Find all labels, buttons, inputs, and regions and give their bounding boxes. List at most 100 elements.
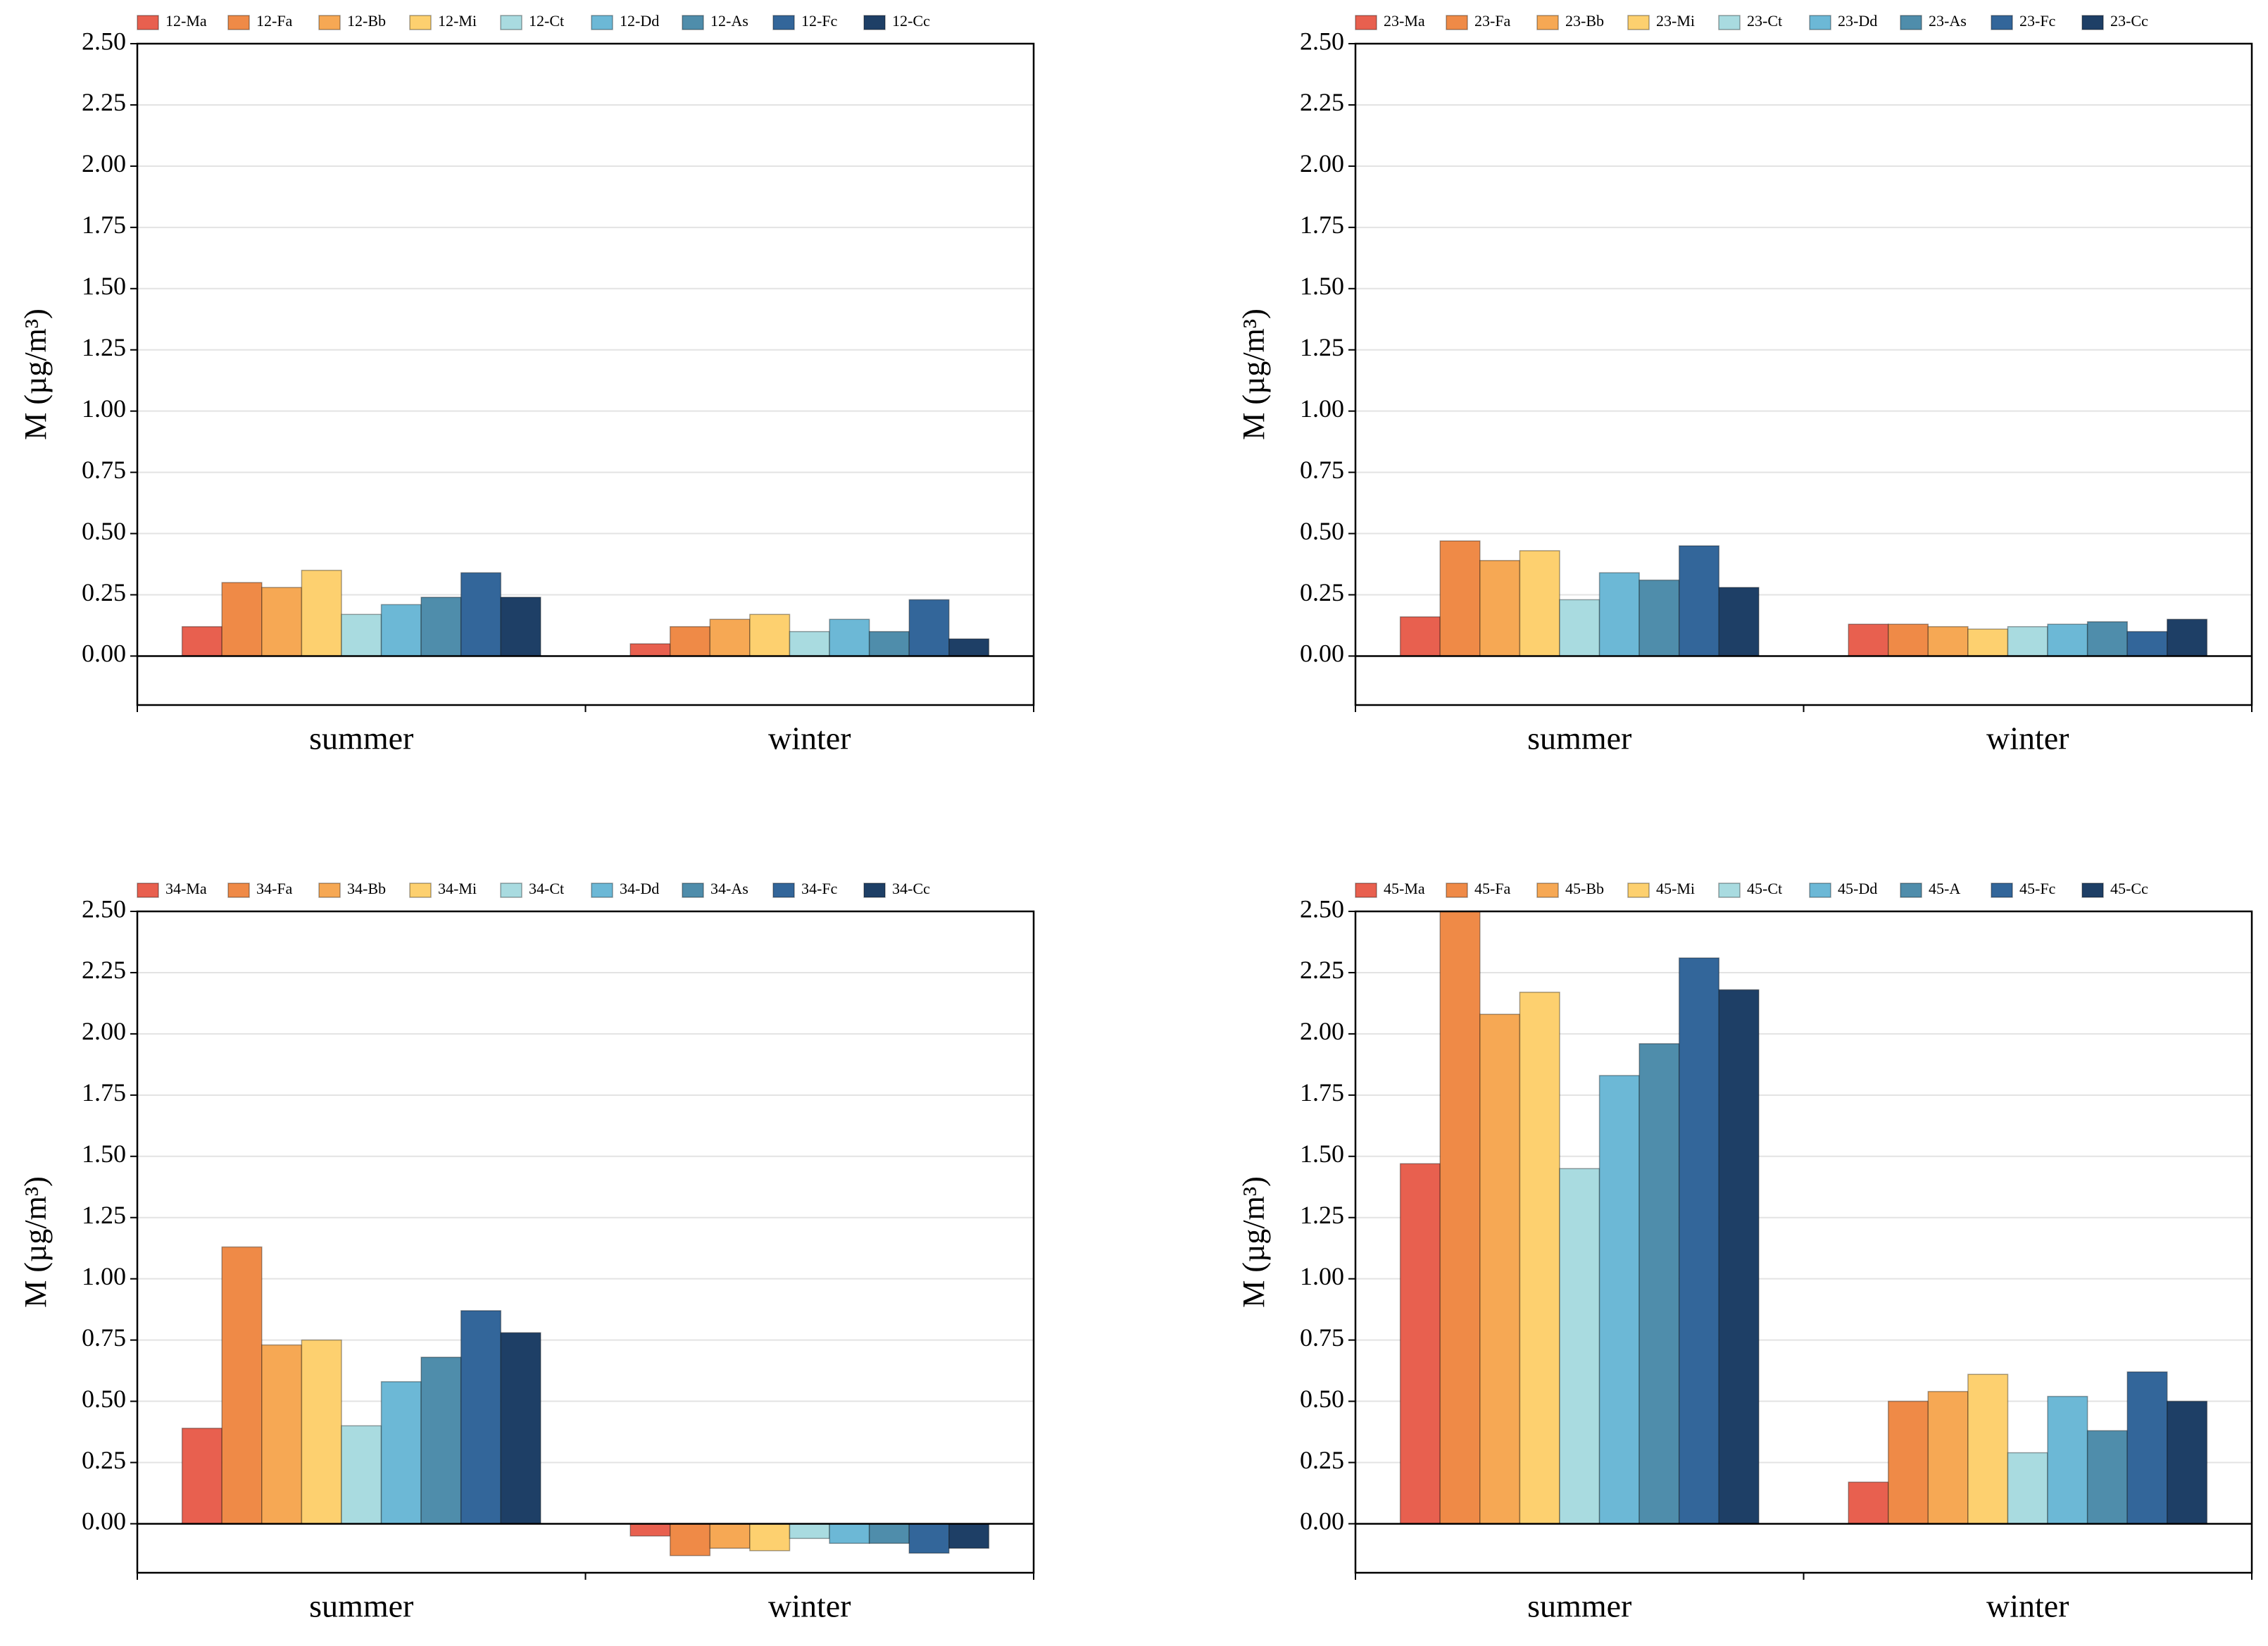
y-tick-label: 0.75 <box>1300 1323 1344 1352</box>
legend-label: 45-Fc <box>2019 880 2056 897</box>
legend-label: 23-Fa <box>1474 12 1511 30</box>
legend-label: 23-Ma <box>1384 12 1425 30</box>
legend-label: 12-Ma <box>165 12 207 30</box>
bar <box>301 569 342 657</box>
bar <box>2047 623 2088 657</box>
legend-swatch <box>318 15 341 30</box>
bar <box>789 630 830 657</box>
legend-swatch <box>1446 15 1468 30</box>
x-tick-label: winter <box>768 721 851 756</box>
y-axis-label: M (µg/m³) <box>18 308 53 439</box>
bar <box>1439 911 1481 1525</box>
legend-label: 45-Mi <box>1656 880 1695 897</box>
bar <box>1678 957 1720 1525</box>
legend-label: 12-As <box>710 12 748 30</box>
bar <box>1718 989 1760 1525</box>
bar <box>1718 587 1760 657</box>
bar <box>2007 1452 2048 1525</box>
legend-swatch <box>409 883 432 898</box>
y-tick-label: 1.00 <box>1300 1262 1344 1290</box>
legend-label: 12-Dd <box>620 12 659 30</box>
bar <box>1399 616 1441 657</box>
bar <box>948 1523 990 1549</box>
legend-label: 34-Ma <box>165 880 207 897</box>
legend-swatch <box>1355 15 1377 30</box>
legend-swatch <box>1991 883 2013 898</box>
bar <box>1559 599 1600 657</box>
bar <box>380 604 422 657</box>
legend-label: 23-As <box>1929 12 1967 30</box>
bar <box>261 1344 303 1525</box>
y-tick-label: 2.25 <box>82 956 126 984</box>
bar <box>1927 625 1969 657</box>
y-tick-label: 1.25 <box>82 333 126 361</box>
plot-frame <box>1354 910 2253 1574</box>
legend-label: 34-Dd <box>620 880 659 897</box>
y-tick-label: 1.25 <box>1300 1201 1344 1229</box>
x-tick-label: winter <box>1986 1588 2069 1624</box>
y-tick-label: 2.50 <box>1300 894 1344 923</box>
bar <box>1519 992 1560 1525</box>
bar <box>2167 1400 2208 1525</box>
y-tick-label: 0.25 <box>82 1446 126 1474</box>
legend-swatch <box>591 883 613 898</box>
y-tick-label: 2.00 <box>1300 1017 1344 1045</box>
legend-swatch <box>1627 15 1650 30</box>
plot-frame <box>136 42 1035 706</box>
bar <box>749 1523 791 1552</box>
bar <box>380 1380 422 1525</box>
legend-swatch <box>1446 883 1468 898</box>
legend-label: 34-Ct <box>529 880 564 897</box>
legend-label: 12-Fc <box>801 12 838 30</box>
bar <box>1848 623 1889 657</box>
bar <box>629 1523 671 1537</box>
legend-swatch <box>137 883 159 898</box>
legend-label: 23-Dd <box>1838 12 1877 30</box>
y-tick-label: 0.25 <box>82 578 126 606</box>
legend-swatch <box>1536 15 1559 30</box>
legend-swatch <box>227 15 250 30</box>
x-tick-label: summer <box>1527 721 1631 756</box>
legend-swatch <box>1627 883 1650 898</box>
x-tick-label: summer <box>309 1588 413 1624</box>
x-tick-label: summer <box>1527 1588 1631 1624</box>
legend-label: 12-Fa <box>256 12 293 30</box>
legend-label: 34-Cc <box>892 880 930 897</box>
bar <box>1678 545 1720 657</box>
x-tick-label: winter <box>768 1588 851 1624</box>
legend-label: 34-Bb <box>347 880 386 897</box>
legend-swatch <box>772 883 795 898</box>
y-tick-label: 0.00 <box>82 1507 126 1535</box>
legend-label: 12-Mi <box>438 12 477 30</box>
legend-swatch <box>227 883 250 898</box>
legend-label: 45-Fa <box>1474 880 1511 897</box>
bar <box>669 625 711 657</box>
bar <box>2047 1395 2088 1525</box>
bar <box>1967 1373 2009 1525</box>
bar <box>420 1357 462 1525</box>
y-tick-label: 2.00 <box>1300 149 1344 177</box>
y-tick-label: 1.00 <box>82 394 126 423</box>
legend-swatch <box>682 15 704 30</box>
legend-swatch <box>500 15 522 30</box>
legend-label: 45-Dd <box>1838 880 1877 897</box>
y-tick-label: 1.75 <box>1300 1078 1344 1106</box>
bar <box>2126 630 2168 657</box>
legend-swatch <box>1718 15 1741 30</box>
bar <box>221 582 263 657</box>
legend-label: 23-Bb <box>1565 12 1604 30</box>
y-tick-label: 2.00 <box>82 1017 126 1045</box>
y-tick-label: 0.75 <box>1300 456 1344 484</box>
legend-label: 12-Ct <box>529 12 564 30</box>
legend-swatch <box>1809 883 1831 898</box>
bar <box>1598 1075 1640 1525</box>
y-tick-label: 0.50 <box>1300 517 1344 545</box>
legend-label: 34-Fa <box>256 880 293 897</box>
y-tick-label: 0.00 <box>82 640 126 668</box>
y-tick-label: 2.50 <box>1300 27 1344 55</box>
y-tick-label: 2.25 <box>1300 88 1344 116</box>
y-tick-label: 2.50 <box>82 894 126 923</box>
bar <box>1519 550 1560 657</box>
bar <box>460 1310 502 1525</box>
bar <box>261 587 303 657</box>
